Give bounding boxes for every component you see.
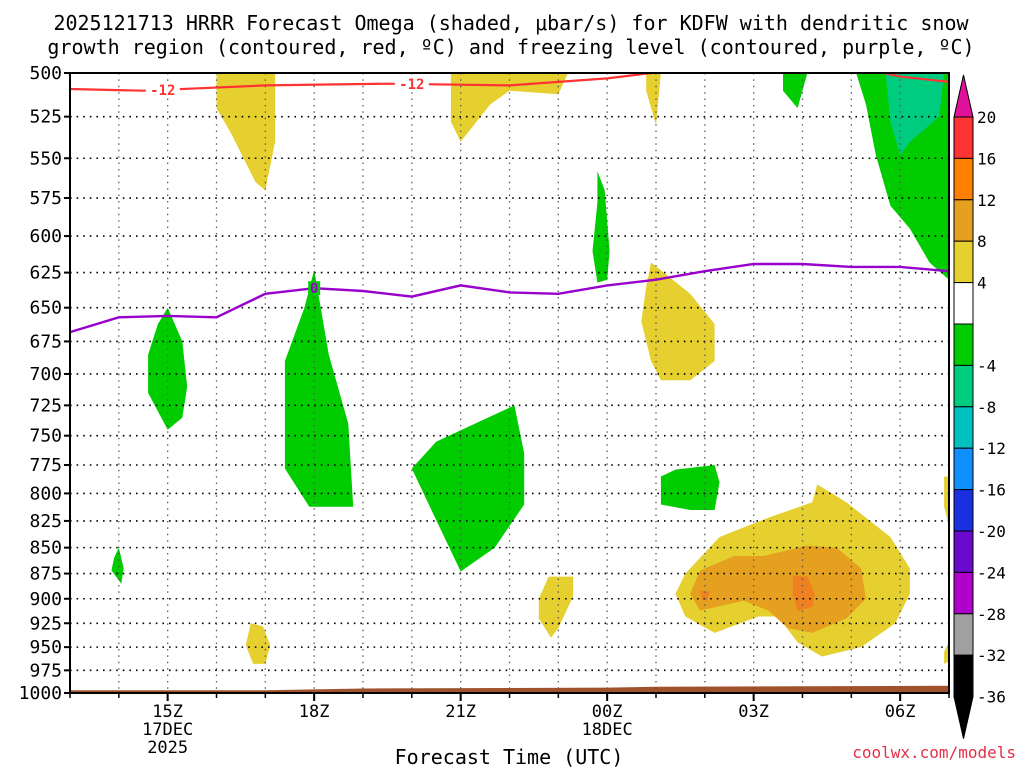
colorbar-swatch-5 [953,323,974,366]
y-tick-label-600: 600 [29,226,62,247]
chart-title-line2: growth region (contoured, red, ºC) and f… [47,35,974,59]
dgz-contour: -12 -12 [70,73,949,99]
credit-text: coolwx.com/models [852,743,1016,762]
colorbar-swatch-3 [953,240,974,284]
dgz-label-bg-0 [145,82,180,97]
shaded-region-pos_4_8-11 [944,642,949,664]
colorbar-swatch-0 [953,116,974,159]
shaded-region-neg_4_8-13 [284,269,354,507]
colorbar-label-11: -28 [977,605,1006,624]
x-tick-label-5: 06Z [885,702,916,722]
y-tick-label-725: 725 [29,395,62,416]
y-tick-label-925: 925 [29,613,62,634]
colorbar-swatch-11 [953,571,974,615]
shaded-region-neg_4_8-16 [660,465,720,510]
dgz-label-0: -12 [150,83,175,99]
x-tick-year-0: 2025 [147,738,188,758]
gridlines [70,73,949,693]
shaded-region-pos_12_16-6 [792,575,815,611]
shaded-region-pos_4_8-0 [216,73,276,191]
x-tick-label-0: 15Z [152,702,183,722]
y-tick-label-1000: 1000 [19,683,62,704]
colorbar-bottom-arrow [953,696,974,739]
shaded-region-pos_4_8-10 [944,476,949,527]
y-tick-label-775: 775 [29,455,62,476]
x-tick-label-1: 18Z [299,702,330,722]
y-tick-label-975: 975 [29,660,62,681]
colorbar-swatch-12 [953,613,974,656]
colorbar-label-2: 12 [977,191,996,210]
colorbar-swatch-1 [953,157,974,201]
shaded-regions [111,73,949,664]
colorbar-label-3: 8 [977,232,987,251]
y-tick-label-800: 800 [29,483,62,504]
y-tick-label-900: 900 [29,589,62,610]
x-axis-title: Forecast Time (UTC) [395,745,624,768]
y-tick-label-650: 650 [29,298,62,319]
shaded-region-pos_8_12-5 [690,545,866,633]
colorbar-label-7: -12 [977,439,1006,458]
colorbar-swatch-7 [953,406,974,449]
x-tick-date-0: 17DEC [142,720,193,740]
freezing-label-bg [308,281,321,296]
colorbar-swatch-4 [953,282,974,325]
shaded-region-pos_4_8-1 [450,73,569,142]
colorbar-swatch-10 [953,530,974,573]
y-tick-label-850: 850 [29,538,62,559]
shaded-region-neg_4_8-14 [592,171,610,283]
shaded-region-pos_4_8-2 [646,73,661,126]
freezing-level-contour: 0 [69,262,950,334]
y-tick-label-675: 675 [29,331,62,352]
shaded-region-neg_4_8-17 [111,547,124,584]
y-tick-label-625: 625 [29,263,62,284]
colorbar-label-8: -16 [977,481,1006,500]
colorbar-swatch-8 [953,447,974,491]
colorbar-label-9: -20 [977,522,1006,541]
colorbar-swatch-6 [953,364,974,408]
colorbar-label-1: 16 [977,149,996,168]
dgz-label-bg-1 [394,77,429,92]
colorbar-top-arrow [953,74,974,118]
freezing-label: 0 [310,281,318,297]
colorbar-label-6: -8 [977,398,996,417]
chart-title-line1: 2025121713 HRRR Forecast Omega (shaded, … [53,11,969,35]
x-tick-label-4: 03Z [738,702,769,722]
colorbar-label-4: 4 [977,274,987,293]
shaded-region-pos_4_8-3 [641,262,715,381]
freezing-level-line [69,262,950,334]
y-tick-label-950: 950 [29,637,62,658]
shaded-region-pos_12_16-7 [700,590,710,601]
x-tick-date-3: 18DEC [582,720,633,740]
shaded-region-neg_4_8-15 [411,405,525,572]
dgz-label-1: -12 [399,77,424,93]
colorbar-label-5: -4 [977,356,996,375]
surface-band-fill [70,685,949,693]
shaded-region-neg_4_8-18 [783,73,808,109]
y-tick-label-525: 525 [29,107,62,128]
colorbar-label-13: -36 [977,688,1006,707]
y-tick-label-550: 550 [29,148,62,169]
y-axis: 500 525 550 575 600 625 650 675 700 725 750 775 800 8… [19,63,70,704]
colorbar-swatch-13 [953,654,974,698]
colorbar-label-0: 20 [977,108,996,127]
colorbar-swatch-2 [953,199,974,242]
shaded-region-pos_4_8-9 [245,623,271,664]
colorbar-label-12: -32 [977,646,1006,665]
colorbar-label-10: -24 [977,563,1006,582]
x-tick-label-3: 00Z [592,702,623,722]
dgz-line-right [878,73,949,83]
y-tick-label-500: 500 [29,63,62,84]
y-tick-label-700: 700 [29,364,62,385]
y-tick-label-750: 750 [29,426,62,447]
y-tick-label-575: 575 [29,188,62,209]
y-tick-label-825: 825 [29,511,62,532]
colorbar-swatch-9 [953,489,974,532]
colorbar: 20 16 12 8 4 -4 -8 -12 -16 -20 -24 -28 -32 -36 [953,74,1006,739]
y-tick-label-875: 875 [29,564,62,585]
shaded-region-pos_4_8-8 [538,576,573,638]
x-tick-label-2: 21Z [445,702,476,722]
